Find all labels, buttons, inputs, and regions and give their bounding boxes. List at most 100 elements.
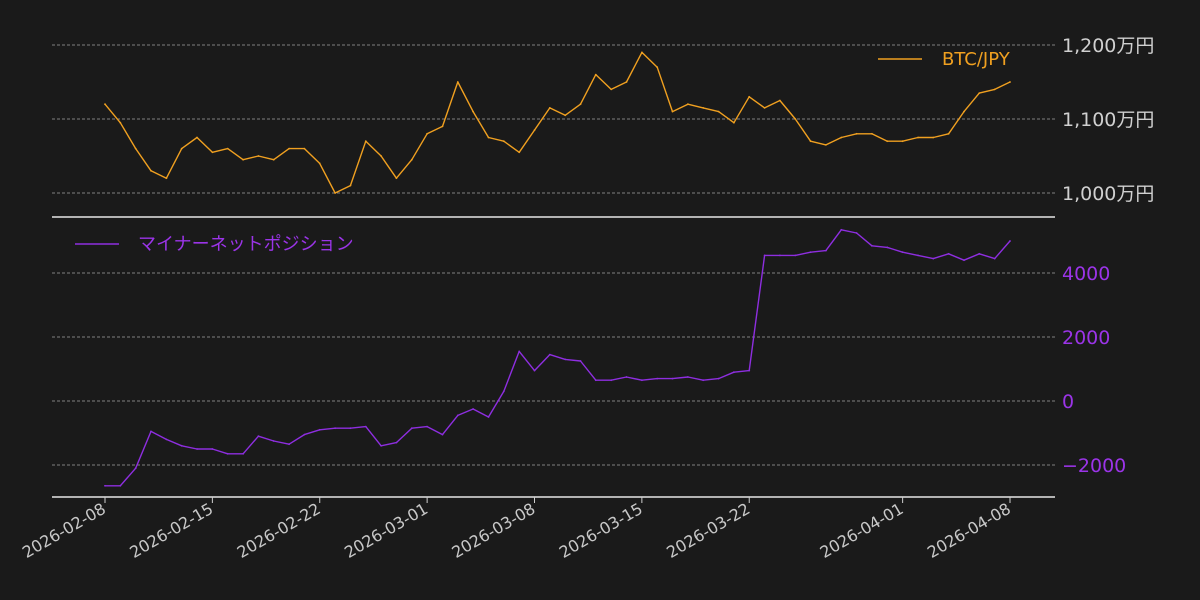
miner-point [303,433,306,436]
btc-point [150,169,152,172]
bottom-y-tick-label: 2000 [1062,327,1110,349]
btc-price-line [104,51,1011,194]
btc-point [610,88,613,91]
btc-point [288,147,290,150]
btc-point [993,88,996,91]
btc-point [978,92,981,94]
btc-point [855,132,858,135]
miner-point [671,377,674,380]
miner-point [150,430,152,433]
miner-point [947,252,950,255]
btc-point [687,103,689,106]
btc-point [733,121,735,124]
miner-point [441,433,444,436]
btc-point [579,103,582,106]
miner-point [364,425,367,428]
btc-point [763,107,766,109]
btc-point [932,136,935,139]
miner-point [763,254,766,257]
btc-point [533,129,536,132]
miner-point [318,428,321,431]
btc-point [242,158,245,161]
bottom-panel-grid [52,272,1055,466]
miner-point [702,379,705,382]
miner-point [917,254,919,257]
btc-point [963,110,965,113]
bottom-y-tick-label: 0 [1062,391,1074,413]
miner-point [656,377,659,380]
miner-point [579,360,582,362]
miner-point [395,441,398,444]
bottom-y-tick-label: 4000 [1062,263,1110,285]
miner-point [809,251,812,254]
bottom-y-tick-label: −2000 [1062,455,1126,477]
miner-legend-label: マイナーネットポジション [138,234,354,255]
miner-point [993,257,996,260]
miner-point [288,443,290,446]
bottom-y-tick-labels: −2000 0 2000 4000 [1062,263,1126,477]
miner-point [717,377,720,380]
btc-point [809,140,812,143]
miner-point [610,379,613,382]
miner-point [594,379,597,382]
btc-point [548,107,551,109]
btc-point [426,132,428,135]
btc-point [779,99,781,102]
btc-point [594,73,597,76]
miner-point [748,369,751,372]
btc-point [702,107,705,109]
miner-point [472,408,474,410]
miner-point [733,371,735,374]
btc-point [502,140,505,143]
btc-point [410,158,413,161]
btc-point [641,51,643,54]
btc-legend: BTC/JPY [878,49,1011,70]
miner-point [687,376,689,378]
miner-point [196,448,198,450]
miner-point [886,246,889,249]
btc-point [901,140,904,143]
miner-point [134,467,137,470]
miner-point [119,484,122,487]
miner-point [380,444,382,447]
btc-point [947,132,950,135]
btc-point [871,132,873,135]
top-panel-grid [52,44,1055,194]
top-y-tick-labels: 1,000万円 1,100万円 1,200万円 [1062,35,1154,205]
miner-point [487,416,490,418]
btc-point [472,110,474,113]
btc-point [364,140,367,143]
btc-point [456,81,459,83]
miner-point [779,254,781,257]
miner-net-position-line [105,229,1011,487]
top-y-tick-label: 1,200万円 [1062,35,1154,57]
miner-point [533,369,536,372]
btc-legend-label: BTC/JPY [942,49,1011,70]
miner-point [794,254,797,257]
btc-point [272,158,275,161]
btc-point [671,110,674,113]
miner-point [410,427,413,430]
miner-point [625,376,628,378]
miner-point [349,427,352,430]
btc-point [1009,81,1011,83]
btc-point [825,144,827,146]
btc-point [518,151,521,154]
miner-point [502,390,505,393]
miner-point [104,484,106,487]
btc-point [334,192,336,194]
btc-point [165,177,168,180]
miner-point [901,251,904,254]
btc-point [318,162,321,165]
btc-point [625,81,628,83]
miner-point [641,379,643,382]
top-y-tick-label: 1,100万円 [1062,109,1154,131]
miner-point [165,438,168,441]
miner-point [180,444,183,447]
miner-point [456,414,459,417]
btc-point [748,95,751,98]
btc-point [564,114,567,117]
miner-point [840,228,843,231]
btc-point [211,151,214,154]
miner-point [518,350,521,353]
